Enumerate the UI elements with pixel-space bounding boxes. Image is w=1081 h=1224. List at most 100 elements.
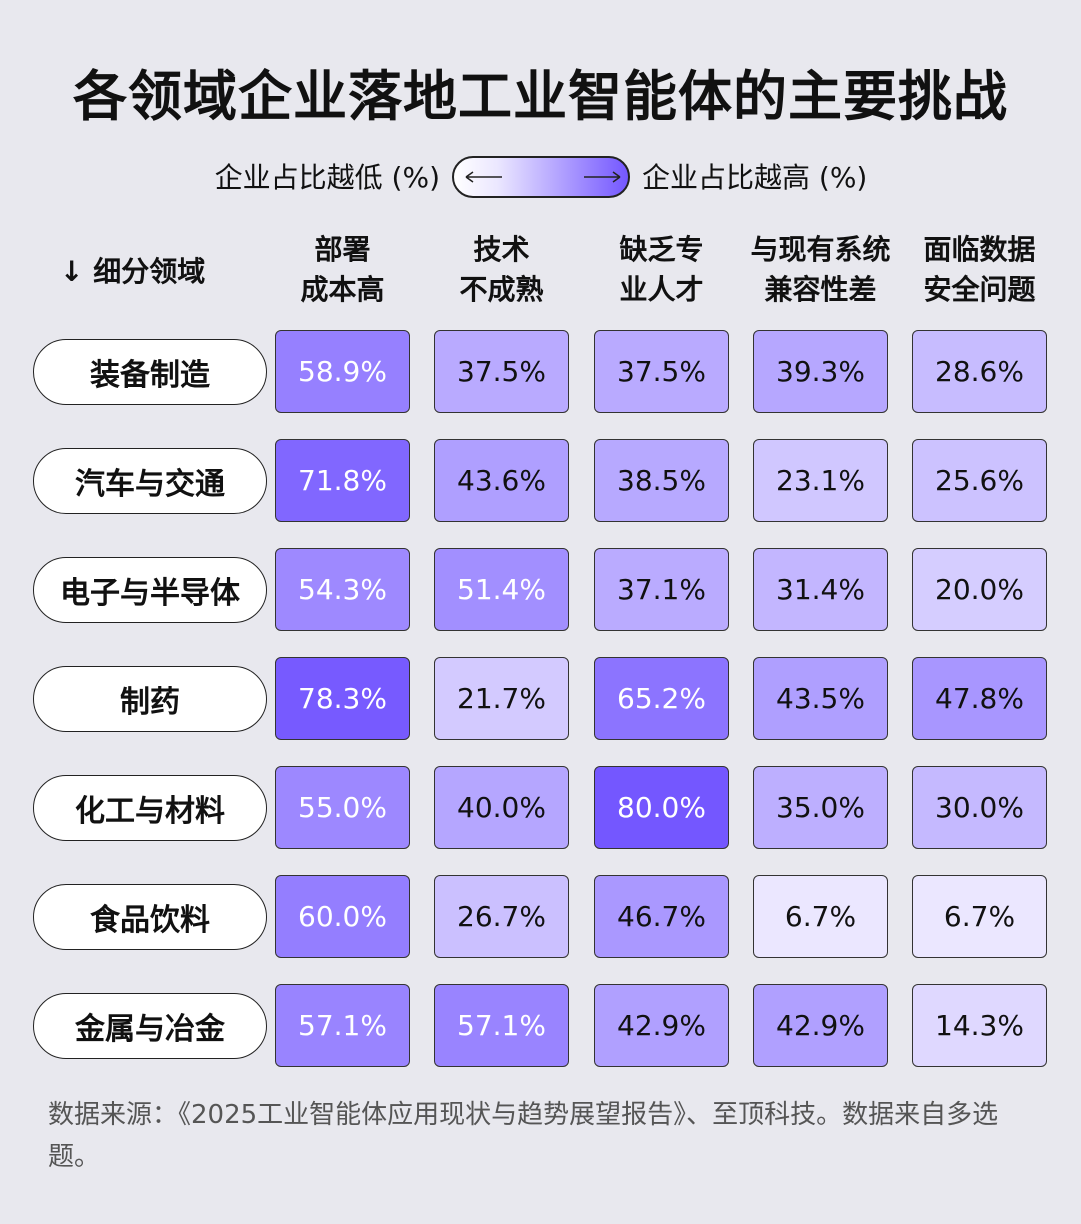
heat-cell: 65.2% [594,657,729,740]
heat-cell: 35.0% [753,766,888,849]
heat-cell: 43.6% [434,439,569,522]
value-label: 42.9% [776,1009,865,1042]
heat-cell: 71.8% [275,439,410,522]
heat-cell: 46.7% [594,875,729,958]
column-header-line: 面临数据 [923,233,1036,266]
row-label: 食品饮料 [33,883,267,950]
column-header-line: 缺乏专 [619,233,704,266]
value-label: 80.0% [617,791,706,824]
heat-cell: 78.3% [275,657,410,740]
heat-cell: 54.3% [275,548,410,631]
value-label: 57.1% [457,1009,546,1042]
heat-cell: 28.6% [912,330,1047,413]
column-header: 缺乏专 业人才 [577,230,747,310]
column-header: 技术 不成熟 [417,230,587,310]
heat-cell: 30.0% [912,766,1047,849]
value-label: 51.4% [457,573,546,606]
row-label: 汽车与交通 [33,447,267,514]
heat-cell: 21.7% [434,657,569,740]
heat-cell: 40.0% [434,766,569,849]
row-label: 化工与材料 [33,774,267,841]
heat-cell: 80.0% [594,766,729,849]
column-header-line: 安全问题 [923,273,1036,306]
row-label: 电子与半导体 [33,556,267,623]
value-label: 37.1% [617,573,706,606]
column-header-line: 与现有系统 [750,233,891,266]
heat-cell: 37.1% [594,548,729,631]
value-label: 14.3% [935,1009,1024,1042]
heat-cell: 51.4% [434,548,569,631]
heat-cell: 55.0% [275,766,410,849]
heat-cell: 37.5% [434,330,569,413]
value-label: 55.0% [298,791,387,824]
value-label: 60.0% [298,900,387,933]
heat-cell: 31.4% [753,548,888,631]
heat-cell: 60.0% [275,875,410,958]
column-header-line: 技术 [473,233,530,266]
heat-cell: 42.9% [753,984,888,1067]
value-label: 65.2% [617,682,706,715]
heat-cell: 14.3% [912,984,1047,1067]
column-header-line: 兼容性差 [764,273,877,306]
value-label: 6.7% [784,900,857,933]
value-label: 47.8% [935,682,1024,715]
heat-cell: 57.1% [275,984,410,1067]
chart-title: 各领域企业落地工业智能体的主要挑战 [73,65,1008,128]
row-header: ↓ 细分领域 [60,255,206,288]
source-note: 数据来源：《2025工业智能体应用现状与趋势展望报告》、至顶科技。数据来自多选题… [48,1100,999,1172]
value-label: 78.3% [298,682,387,715]
value-label: 20.0% [935,573,1024,606]
column-header: 面临数据 安全问题 [895,230,1065,310]
heat-cell: 25.6% [912,439,1047,522]
legend-arrows [465,171,621,183]
value-label: 30.0% [935,791,1024,824]
value-label: 71.8% [298,464,387,497]
legend-low: 企业占比越低 (%) [214,161,440,194]
heat-cell: 42.9% [594,984,729,1067]
value-label: 25.6% [935,464,1024,497]
column-header-line: 部署 [314,233,371,266]
row-label: 装备制造 [33,338,267,405]
legend-high: 企业占比越高 (%) [642,161,868,194]
heat-cell: 6.7% [753,875,888,958]
heat-cell: 20.0% [912,548,1047,631]
value-label: 28.6% [935,355,1024,388]
value-label: 57.1% [298,1009,387,1042]
value-label: 54.3% [298,573,387,606]
heat-cell: 43.5% [753,657,888,740]
value-label: 43.5% [776,682,865,715]
value-label: 43.6% [457,464,546,497]
row-label: 制药 [33,665,267,732]
heat-cell: 23.1% [753,439,888,522]
value-label: 31.4% [776,573,865,606]
heat-cell: 38.5% [594,439,729,522]
value-label: 42.9% [617,1009,706,1042]
column-header-line: 不成熟 [459,273,544,306]
value-label: 21.7% [457,682,546,715]
value-label: 58.9% [298,355,387,388]
value-label: 6.7% [943,900,1016,933]
column-header-line: 业人才 [619,273,704,306]
legend-gradient [452,156,630,198]
value-label: 23.1% [776,464,865,497]
value-label: 35.0% [776,791,865,824]
row-label: 金属与冶金 [33,992,267,1059]
value-label: 38.5% [617,464,706,497]
heat-cell: 6.7% [912,875,1047,958]
heat-cell: 26.7% [434,875,569,958]
heat-cell: 58.9% [275,330,410,413]
value-label: 37.5% [457,355,546,388]
value-label: 26.7% [457,900,546,933]
column-header: 与现有系统 兼容性差 [736,230,906,310]
value-label: 46.7% [617,900,706,933]
value-label: 40.0% [457,791,546,824]
value-label: 37.5% [617,355,706,388]
column-header-line: 成本高 [300,273,385,306]
heat-cell: 47.8% [912,657,1047,740]
heat-cell: 37.5% [594,330,729,413]
heat-cell: 57.1% [434,984,569,1067]
value-label: 39.3% [776,355,865,388]
column-header: 部署 成本高 [258,230,428,310]
heat-cell: 39.3% [753,330,888,413]
